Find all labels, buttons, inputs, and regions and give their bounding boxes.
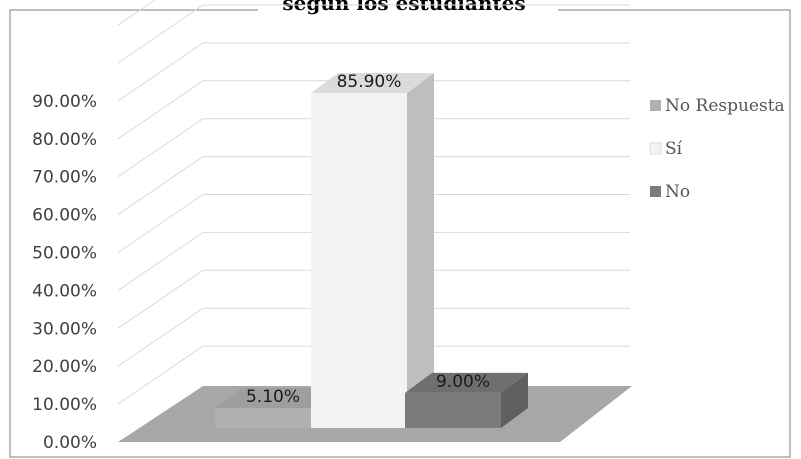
legend-label: No [665, 182, 690, 202]
y-tick-label: 90.00% [32, 92, 97, 112]
gridline-side [117, 156, 204, 216]
y-tick-label: 70.00% [32, 168, 97, 188]
bars-layer [215, 72, 528, 429]
gridline-side [117, 80, 204, 140]
chart-title: según los estudiantes [282, 0, 525, 15]
labels-layer: 0.00% 10.00% 20.00% 30.00% 40.00% 50.00% 60.00… [32, 72, 490, 453]
bar-top [215, 388, 338, 409]
y-tick-label: 60.00% [32, 206, 97, 226]
y-tick-label: 50.00% [32, 244, 97, 264]
bar-side [407, 72, 434, 429]
data-label: 5.10% [246, 387, 300, 407]
y-tick-label: 30.00% [32, 319, 97, 339]
title-backdrop [258, 0, 558, 14]
gridline-side [117, 0, 156, 26]
y-tick-label: 10.00% [32, 395, 97, 415]
gridline-side [117, 194, 204, 253]
gridline-side [117, 42, 204, 102]
gridline-side [117, 269, 204, 329]
legend-label: No Respuesta [665, 96, 785, 116]
data-label: 9.00% [436, 372, 490, 392]
legend: No Respuesta Sí No [649, 96, 785, 202]
legend-swatch [650, 186, 661, 197]
y-tick-label: 0.00% [43, 433, 97, 453]
gridline-side [117, 307, 204, 367]
y-tick-label: 40.00% [32, 281, 97, 301]
legend-swatch [649, 142, 662, 155]
legend-label: Sí [665, 139, 683, 159]
data-label: 85.90% [337, 72, 402, 92]
bar-side [501, 372, 528, 428]
bar-front [215, 408, 311, 428]
bar-top [405, 372, 528, 393]
bar-front [405, 392, 501, 428]
gridline-side [117, 4, 204, 64]
gridline-side [117, 345, 204, 405]
y-tick-label: 80.00% [32, 130, 97, 150]
bar-front [311, 92, 407, 429]
bar-top [311, 72, 434, 93]
legend-swatch [650, 100, 661, 111]
y-tick-label: 20.00% [32, 357, 97, 377]
gridline-side [117, 118, 204, 178]
gridline-side [117, 231, 204, 291]
